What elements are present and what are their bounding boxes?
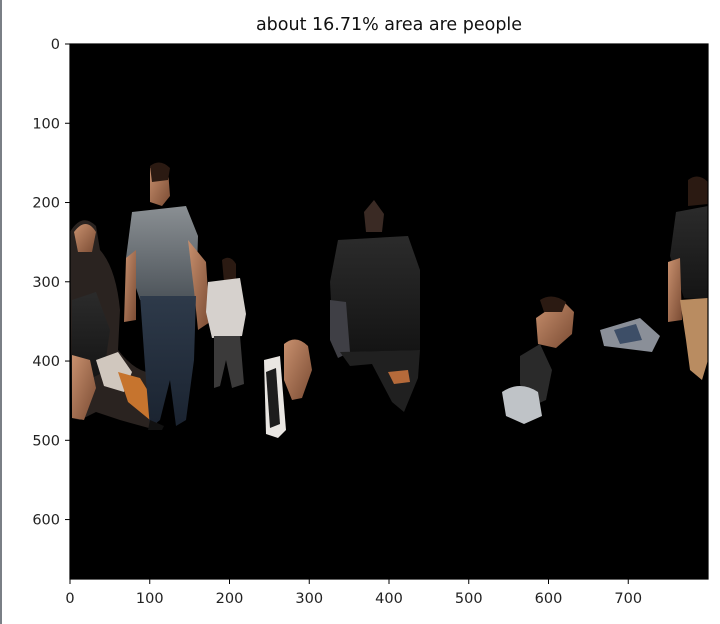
- x-tick-label: 100: [136, 591, 164, 607]
- person-left-seated: [70, 220, 160, 430]
- y-tick-label: 300: [32, 275, 60, 291]
- person-legs-bottom: [264, 339, 312, 438]
- y-tick-label: 600: [32, 513, 60, 529]
- window-edge: [0, 0, 2, 624]
- y-tick-label: 400: [32, 354, 60, 370]
- x-tick-label: 400: [375, 591, 403, 607]
- person-group-right: [600, 176, 708, 380]
- y-tick-label: 100: [32, 116, 60, 132]
- segmented-people: [70, 162, 708, 438]
- x-tick-label: 200: [216, 591, 244, 607]
- x-tick-label: 0: [65, 591, 74, 607]
- x-tick-label: 500: [455, 591, 483, 607]
- x-axis: 0 100 200 300 400 500 600 700: [65, 579, 642, 607]
- person-crouching-right: [502, 296, 574, 424]
- person-walking-center-left: [124, 162, 210, 430]
- chart-title: about 16.71% area are people: [256, 15, 522, 35]
- x-tick-label: 600: [535, 591, 563, 607]
- y-tick-label: 500: [32, 433, 60, 449]
- y-tick-label: 200: [32, 196, 60, 212]
- person-back-center: [330, 200, 420, 412]
- y-tick-label: 0: [51, 37, 60, 53]
- x-tick-label: 700: [614, 591, 642, 607]
- y-axis: 0 100 200 300 400 500 600: [32, 37, 70, 529]
- person-small-near: [206, 257, 246, 388]
- x-tick-label: 300: [295, 591, 323, 607]
- plot-area: 0 100 200 300 400 500 600 700 0 100 200 300 400 500 6…: [32, 37, 709, 607]
